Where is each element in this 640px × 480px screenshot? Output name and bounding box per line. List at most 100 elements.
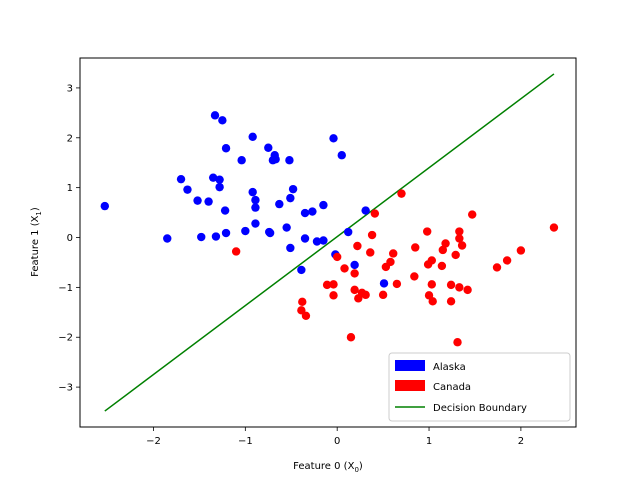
alaska-point	[215, 175, 224, 184]
canada-point	[427, 280, 436, 289]
alaska-point	[218, 116, 227, 125]
alaska-point	[215, 182, 224, 192]
y-tick-label: 3	[67, 83, 73, 94]
y-axis: −3 −2 −1 0 1 2 3	[58, 83, 80, 394]
legend-label-decision-boundary: Decision Boundary	[433, 403, 527, 414]
canada-point	[298, 297, 307, 307]
canada-point	[463, 285, 472, 295]
x-axis: −2 −1 0 1 2	[146, 427, 524, 447]
canada-point	[389, 249, 398, 258]
canada-point	[322, 280, 332, 290]
canada-point	[451, 250, 460, 260]
canada-point	[427, 256, 436, 265]
alaska-point	[282, 223, 291, 232]
legend-label-alaska: Alaska	[433, 362, 466, 373]
alaska-point	[319, 200, 328, 210]
alaska-point	[319, 236, 328, 245]
alaska-point	[197, 232, 206, 242]
canada-point	[492, 263, 502, 272]
canada-point	[428, 297, 437, 306]
alaska-point	[208, 173, 218, 182]
canada-point	[468, 210, 477, 219]
alaska-point	[248, 187, 257, 197]
alaska-point	[286, 243, 295, 253]
canada-point	[455, 283, 464, 292]
alaska-point	[251, 203, 260, 212]
canada-point	[549, 223, 559, 232]
canada-point	[297, 306, 306, 315]
legend-box	[388, 352, 571, 422]
canada-point	[438, 245, 448, 255]
legend-swatch-alaska	[395, 360, 425, 371]
alaska-point	[329, 134, 338, 143]
alaska-point	[300, 234, 310, 243]
y-tick-label: 2	[67, 133, 73, 144]
canada-point	[350, 285, 359, 295]
legend-swatch-canada	[395, 380, 425, 391]
canada-point	[455, 227, 464, 236]
x-tick-label: −2	[146, 436, 161, 447]
alaska-point	[379, 279, 389, 288]
legend: Alaska Canada Decision Boundary	[388, 352, 571, 422]
canada-point	[397, 189, 406, 198]
alaska-point	[251, 219, 260, 228]
alaska-point	[312, 237, 322, 246]
alaska-point	[176, 174, 186, 184]
alaska-point	[251, 195, 260, 205]
y-tick-label: −3	[58, 383, 73, 394]
alaska-point	[265, 228, 275, 238]
canada-point	[455, 234, 464, 243]
canada-point	[411, 243, 420, 252]
y-tick-label: 1	[67, 183, 73, 194]
alaska-point	[264, 143, 273, 152]
canada-point	[370, 209, 380, 218]
alaska-point	[100, 201, 110, 211]
canada-point	[329, 280, 338, 289]
canada-point	[441, 239, 450, 248]
canada-point	[423, 227, 432, 236]
canada-point	[231, 247, 241, 256]
canada-point	[457, 241, 467, 250]
canada-point	[329, 291, 338, 300]
alaska-point	[163, 234, 172, 243]
alaska-point	[337, 151, 346, 160]
alaska-point	[221, 228, 231, 238]
alaska-point	[237, 156, 246, 165]
canada-point	[361, 290, 370, 300]
canada-point	[353, 241, 362, 251]
x-axis-label: Feature 0 (X0)	[293, 461, 363, 474]
alaska-point	[297, 265, 306, 275]
y-tick-label: −1	[58, 283, 73, 294]
alaska-point	[344, 227, 353, 237]
alaska-point	[211, 232, 221, 241]
canada-point	[437, 261, 447, 271]
alaska-point	[241, 226, 250, 236]
alaska-point	[220, 206, 230, 215]
canada-point	[367, 230, 377, 240]
canada-point	[516, 246, 526, 255]
canada-point	[392, 279, 402, 289]
y-tick-label: −2	[58, 333, 73, 344]
alaska-point	[308, 207, 317, 216]
plot-frame	[79, 57, 577, 428]
canada-point	[410, 272, 419, 281]
alaska-point	[285, 156, 294, 165]
canada-point	[366, 248, 375, 257]
alaska-point	[350, 260, 359, 270]
x-tick-label: −1	[238, 436, 253, 447]
canada-point	[453, 338, 462, 347]
canada-point	[350, 269, 359, 278]
alaska-point	[288, 184, 298, 194]
alaska-point	[221, 144, 231, 153]
canada-point	[502, 256, 512, 265]
canada-point	[332, 252, 342, 262]
y-tick-label: 0	[67, 233, 73, 244]
decision-boundary-line	[104, 73, 555, 412]
canada-point	[446, 297, 456, 306]
canada-point	[446, 280, 456, 290]
alaska-point	[193, 196, 202, 205]
x-tick-label: 2	[518, 436, 524, 447]
alaska-point	[286, 193, 295, 203]
alaska-point	[204, 197, 213, 206]
